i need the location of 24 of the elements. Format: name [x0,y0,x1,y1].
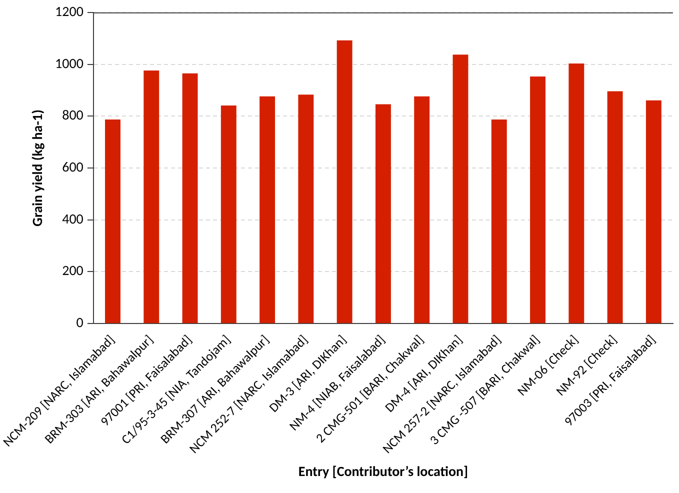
y-tick-label: 600 [62,158,84,176]
bar [646,100,662,324]
y-tick-label: 1000 [55,54,84,72]
bar [260,96,276,324]
bar [375,104,391,324]
y-tick-label: 200 [62,262,84,280]
y-tick-label: 800 [62,106,84,124]
y-axis-title: Grain yield (kg ha-1) [29,110,46,226]
bar [105,120,120,324]
y-tick-label: 400 [62,210,84,228]
x-axis-title: Entry [Contributor’s location] [298,463,468,480]
bar [336,40,352,324]
y-tick-label: 1200 [55,2,84,20]
bar [182,73,198,324]
y-tick-label: 0 [76,314,84,332]
bar [530,76,546,324]
bar [452,54,468,324]
bar [491,120,507,324]
bar [220,106,236,324]
bar [568,63,584,324]
bar [414,96,430,324]
bar [298,94,314,324]
bar [607,91,623,324]
bar [144,70,160,324]
